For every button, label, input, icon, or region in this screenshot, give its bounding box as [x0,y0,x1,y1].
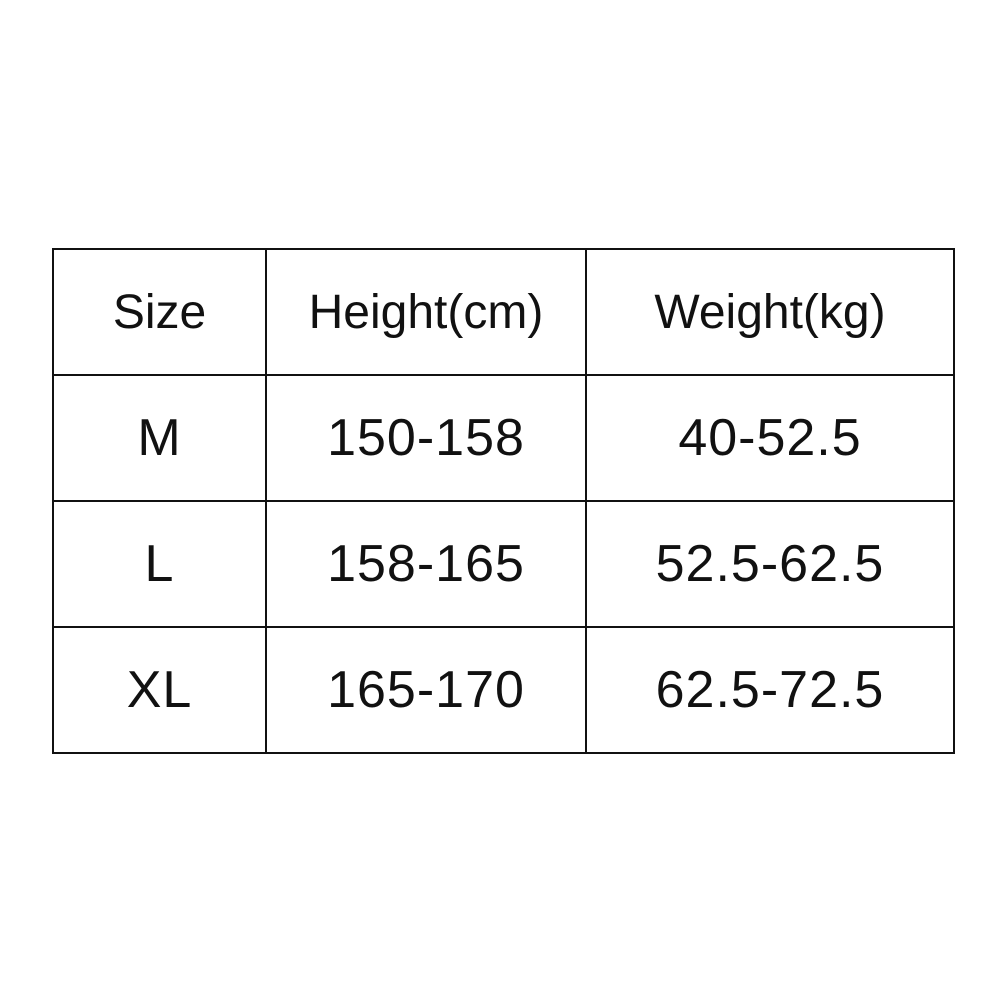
header-size: Size [52,248,267,376]
cell-height: 165-170 [265,626,587,754]
cell-size: L [52,500,267,628]
cell-weight: 62.5-72.5 [585,626,955,754]
header-row: Size Height(cm) Weight(kg) [52,248,955,376]
header-weight: Weight(kg) [585,248,955,376]
cell-size: XL [52,626,267,754]
header-height: Height(cm) [265,248,587,376]
cell-height: 158-165 [265,500,587,628]
size-chart-table: Size Height(cm) Weight(kg) M 150-158 40-… [52,248,955,754]
cell-weight: 52.5-62.5 [585,500,955,628]
table-row: XL 165-170 62.5-72.5 [52,626,955,754]
cell-height: 150-158 [265,374,587,502]
table-row: M 150-158 40-52.5 [52,374,955,502]
cell-weight: 40-52.5 [585,374,955,502]
cell-size: M [52,374,267,502]
table-row: L 158-165 52.5-62.5 [52,500,955,628]
